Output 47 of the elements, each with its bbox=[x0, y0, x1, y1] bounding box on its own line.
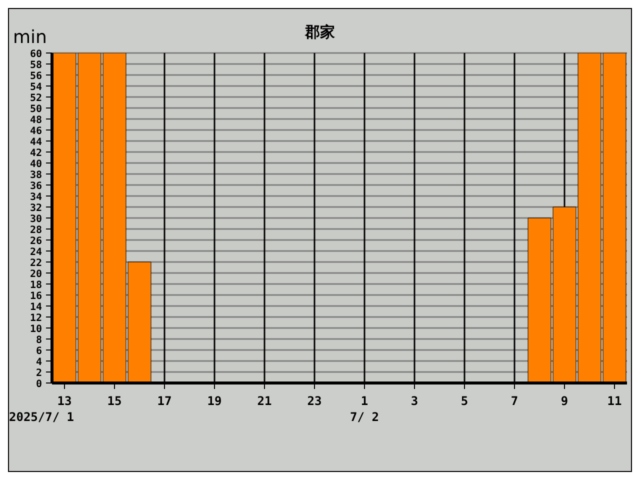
text: 2025/7/ 1 bbox=[9, 410, 74, 424]
y-tick-label: 54 bbox=[30, 82, 42, 93]
y-axis-title: min bbox=[13, 27, 47, 48]
x-tick-label: 1 bbox=[360, 394, 368, 408]
y-tick-label: 38 bbox=[30, 170, 42, 181]
y-tick-label: 52 bbox=[30, 93, 42, 104]
y-tick-label: 32 bbox=[30, 203, 42, 214]
y-tick-label: 44 bbox=[30, 137, 42, 148]
x-tick-label: 13 bbox=[57, 394, 72, 408]
y-tick-label: 8 bbox=[36, 335, 42, 346]
y-tick-label: 0 bbox=[36, 379, 42, 390]
y-tick-label: 2 bbox=[36, 368, 42, 379]
x-tick-label: 7 bbox=[510, 394, 518, 408]
x-tick-label: 19 bbox=[207, 394, 222, 408]
x-tick-label: 23 bbox=[307, 394, 322, 408]
text: 7/ 2 bbox=[350, 410, 379, 424]
x-tick-label: 11 bbox=[607, 394, 622, 408]
y-tick-label: 36 bbox=[30, 181, 42, 192]
chart-title: 郡家 bbox=[305, 23, 335, 41]
y-tick-label: 34 bbox=[30, 192, 42, 203]
y-tick-label: 40 bbox=[30, 159, 42, 170]
y-tick-label: 48 bbox=[30, 115, 42, 126]
x-tick-label: 9 bbox=[560, 394, 568, 408]
y-tick-label: 50 bbox=[30, 104, 42, 115]
y-tick-label: 16 bbox=[30, 291, 42, 302]
y-tick-label: 58 bbox=[30, 60, 42, 71]
x-tick-label: 5 bbox=[460, 394, 468, 408]
y-tick-label: 4 bbox=[36, 357, 42, 368]
y-tick-label: 22 bbox=[30, 258, 42, 269]
y-tick-label: 10 bbox=[30, 324, 42, 335]
y-tick-label: 30 bbox=[30, 214, 42, 225]
y-tick-label: 56 bbox=[30, 71, 42, 82]
x-tick-label: 17 bbox=[157, 394, 172, 408]
y-tick-label: 28 bbox=[30, 225, 42, 236]
y-tick-label: 14 bbox=[30, 302, 42, 313]
y-tick-label: 42 bbox=[30, 148, 42, 159]
y-tick-label: 18 bbox=[30, 280, 42, 291]
x-tick-label: 3 bbox=[410, 394, 418, 408]
y-tick-label: 6 bbox=[36, 346, 42, 357]
y-tick-label: 46 bbox=[30, 126, 42, 137]
y-tick-label: 12 bbox=[30, 313, 42, 324]
x-tick-label: 21 bbox=[257, 394, 272, 408]
y-tick-label: 20 bbox=[30, 269, 42, 280]
y-tick-label: 24 bbox=[30, 247, 42, 258]
y-tick-label: 60 bbox=[30, 49, 42, 60]
y-tick-label: 26 bbox=[30, 236, 42, 247]
x-tick-label: 15 bbox=[107, 394, 122, 408]
